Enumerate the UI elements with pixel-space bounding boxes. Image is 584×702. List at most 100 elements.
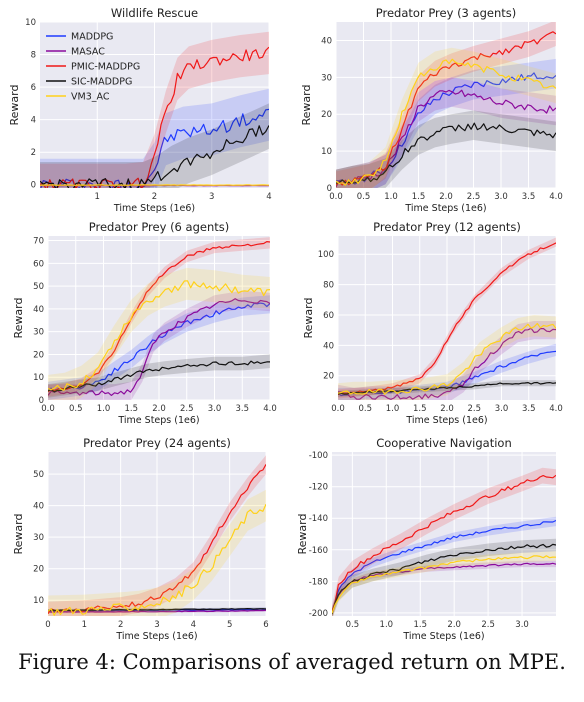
band-masac (336, 77, 556, 188)
band-masac (338, 321, 556, 400)
x-tick-label: 3.5 (522, 192, 536, 202)
chart-title: Cooperative Navigation (376, 436, 512, 450)
chart-panel-3: 0.0 0.5 1.0 1.5 2.0 2.5 3.0 3.5 4.0 0 10 20 30 40 50 60… (12, 220, 277, 426)
x-axis-label: Time Steps (1e6) (113, 203, 195, 214)
chart-panel-4: 0.0 0.5 1.0 1.5 2.0 2.5 3.0 3.5 4.0 20 40 60 80 100 Pr… (302, 220, 563, 426)
x-tick-label: 0.5 (69, 404, 83, 414)
x-tick-label: 2 (118, 620, 123, 630)
x-axis-label: Time Steps (1e6) (404, 203, 486, 214)
series-group (332, 467, 556, 616)
y-tick-label: 60 (33, 259, 44, 269)
chart-panel-1: 1 2 3 4 0 2 4 6 8 10 Wildlife Rescue Time Steps (1e… (8, 6, 272, 214)
x-tick-label: 1.5 (413, 404, 427, 414)
line-sic-maddpg (332, 543, 556, 615)
y-axis-label: Reward (8, 85, 21, 126)
x-tick-label: 1.0 (386, 404, 400, 414)
x-tick-label: 2.5 (180, 404, 194, 414)
y-tick-label: 20 (323, 372, 334, 382)
y-tick-label: 30 (33, 533, 44, 543)
line-pmic-maddpg (336, 31, 556, 186)
x-tick-label: 3.0 (208, 404, 222, 414)
band-maddpg (40, 88, 269, 188)
y-tick-label: 8 (31, 51, 36, 61)
x-tick-label: 0.5 (346, 620, 360, 630)
y-tick-label: 20 (33, 565, 44, 575)
x-tick-label: 3 (154, 620, 159, 630)
series-group (336, 22, 556, 188)
y-tick-label: 10 (25, 18, 36, 28)
series-group (48, 455, 266, 616)
line-masac (48, 298, 270, 396)
line-vm3_ac (48, 503, 266, 616)
x-tick-label: 3.0 (495, 404, 509, 414)
band-vm3_ac (48, 267, 270, 400)
band-maddpg (336, 58, 556, 188)
y-tick-label: 40 (33, 502, 44, 512)
x-tick-label: 5 (227, 620, 232, 630)
y-tick-label: 20 (321, 110, 332, 120)
y-tick-label: 40 (323, 341, 334, 351)
y-tick-label: 40 (321, 36, 332, 46)
x-tick-label: 2.0 (152, 404, 166, 414)
y-tick-label: -180 (309, 577, 328, 587)
x-tick-label: 0.5 (357, 192, 371, 202)
x-axis-label: Time Steps (1e6) (117, 415, 199, 426)
y-tick-label: 10 (33, 373, 44, 383)
y-tick-label: 20 (33, 350, 44, 360)
band-sic-maddpg (40, 103, 269, 188)
y-tick-label: 30 (321, 73, 332, 83)
y-tick-label: 2 (31, 148, 36, 158)
y-tick-label: 6 (31, 83, 36, 93)
x-tick-label: 1.0 (97, 404, 111, 414)
y-axis-label: Reward (302, 298, 315, 339)
chart-title: Predator Prey (3 agents) (376, 6, 516, 20)
line-sic-maddpg (48, 360, 270, 393)
x-axis-label: Time Steps (1e6) (402, 631, 484, 642)
y-tick-label: -140 (309, 514, 328, 524)
x-tick-label: 3.5 (522, 404, 536, 414)
x-tick-label: 1.5 (413, 620, 427, 630)
line-vm3_ac (338, 322, 556, 395)
chart-title: Predator Prey (6 agents) (89, 220, 229, 234)
line-vm3_ac (48, 280, 270, 391)
series-group (40, 31, 269, 188)
legend-label: PMIC-MADDPG (71, 62, 140, 73)
line-pmic-maddpg (338, 242, 556, 396)
series-group (338, 237, 556, 400)
line-masac (338, 327, 556, 400)
band-vm3_ac (48, 489, 266, 616)
x-axis-label: Time Steps (1e6) (115, 631, 197, 642)
legend-label: MASAC (71, 47, 105, 58)
x-tick-label: 3 (209, 192, 214, 202)
line-pmic-maddpg (48, 241, 270, 393)
line-sic-maddpg (336, 122, 556, 184)
line-pmic-maddpg (332, 474, 556, 612)
chart-panel-6: 0.5 1.0 1.5 2.0 2.5 3.0 -200 -180 -160 -140 -120 -1… (296, 436, 556, 642)
x-tick-label: 3.0 (494, 192, 508, 202)
line-maddpg (40, 108, 269, 188)
y-tick-label: -100 (309, 451, 328, 461)
y-tick-label: -160 (309, 546, 328, 556)
y-axis-label: Reward (12, 514, 25, 555)
y-tick-label: 0 (39, 396, 44, 406)
y-tick-label: 70 (33, 237, 44, 247)
band-pmic-maddpg (40, 31, 269, 188)
x-tick-label: 4.0 (549, 192, 563, 202)
band-masac (332, 560, 556, 616)
chart-title: Predator Prey (12 agents) (373, 220, 521, 234)
band-maddpg (332, 516, 556, 616)
x-tick-label: 3.5 (235, 404, 249, 414)
y-tick-label: 50 (33, 470, 44, 480)
x-tick-label: 2.5 (467, 192, 481, 202)
x-tick-label: 3.0 (515, 620, 529, 630)
x-tick-label: 4 (191, 620, 196, 630)
y-tick-label: 50 (33, 282, 44, 292)
x-tick-label: 2.0 (447, 620, 461, 630)
y-tick-label: 30 (33, 328, 44, 338)
x-tick-label: 0.0 (331, 404, 345, 414)
x-tick-label: 2.0 (440, 404, 454, 414)
y-tick-label: 0 (327, 184, 332, 194)
y-axis-label: Reward (300, 85, 313, 126)
x-axis-label: Time Steps (1e6) (405, 415, 487, 426)
